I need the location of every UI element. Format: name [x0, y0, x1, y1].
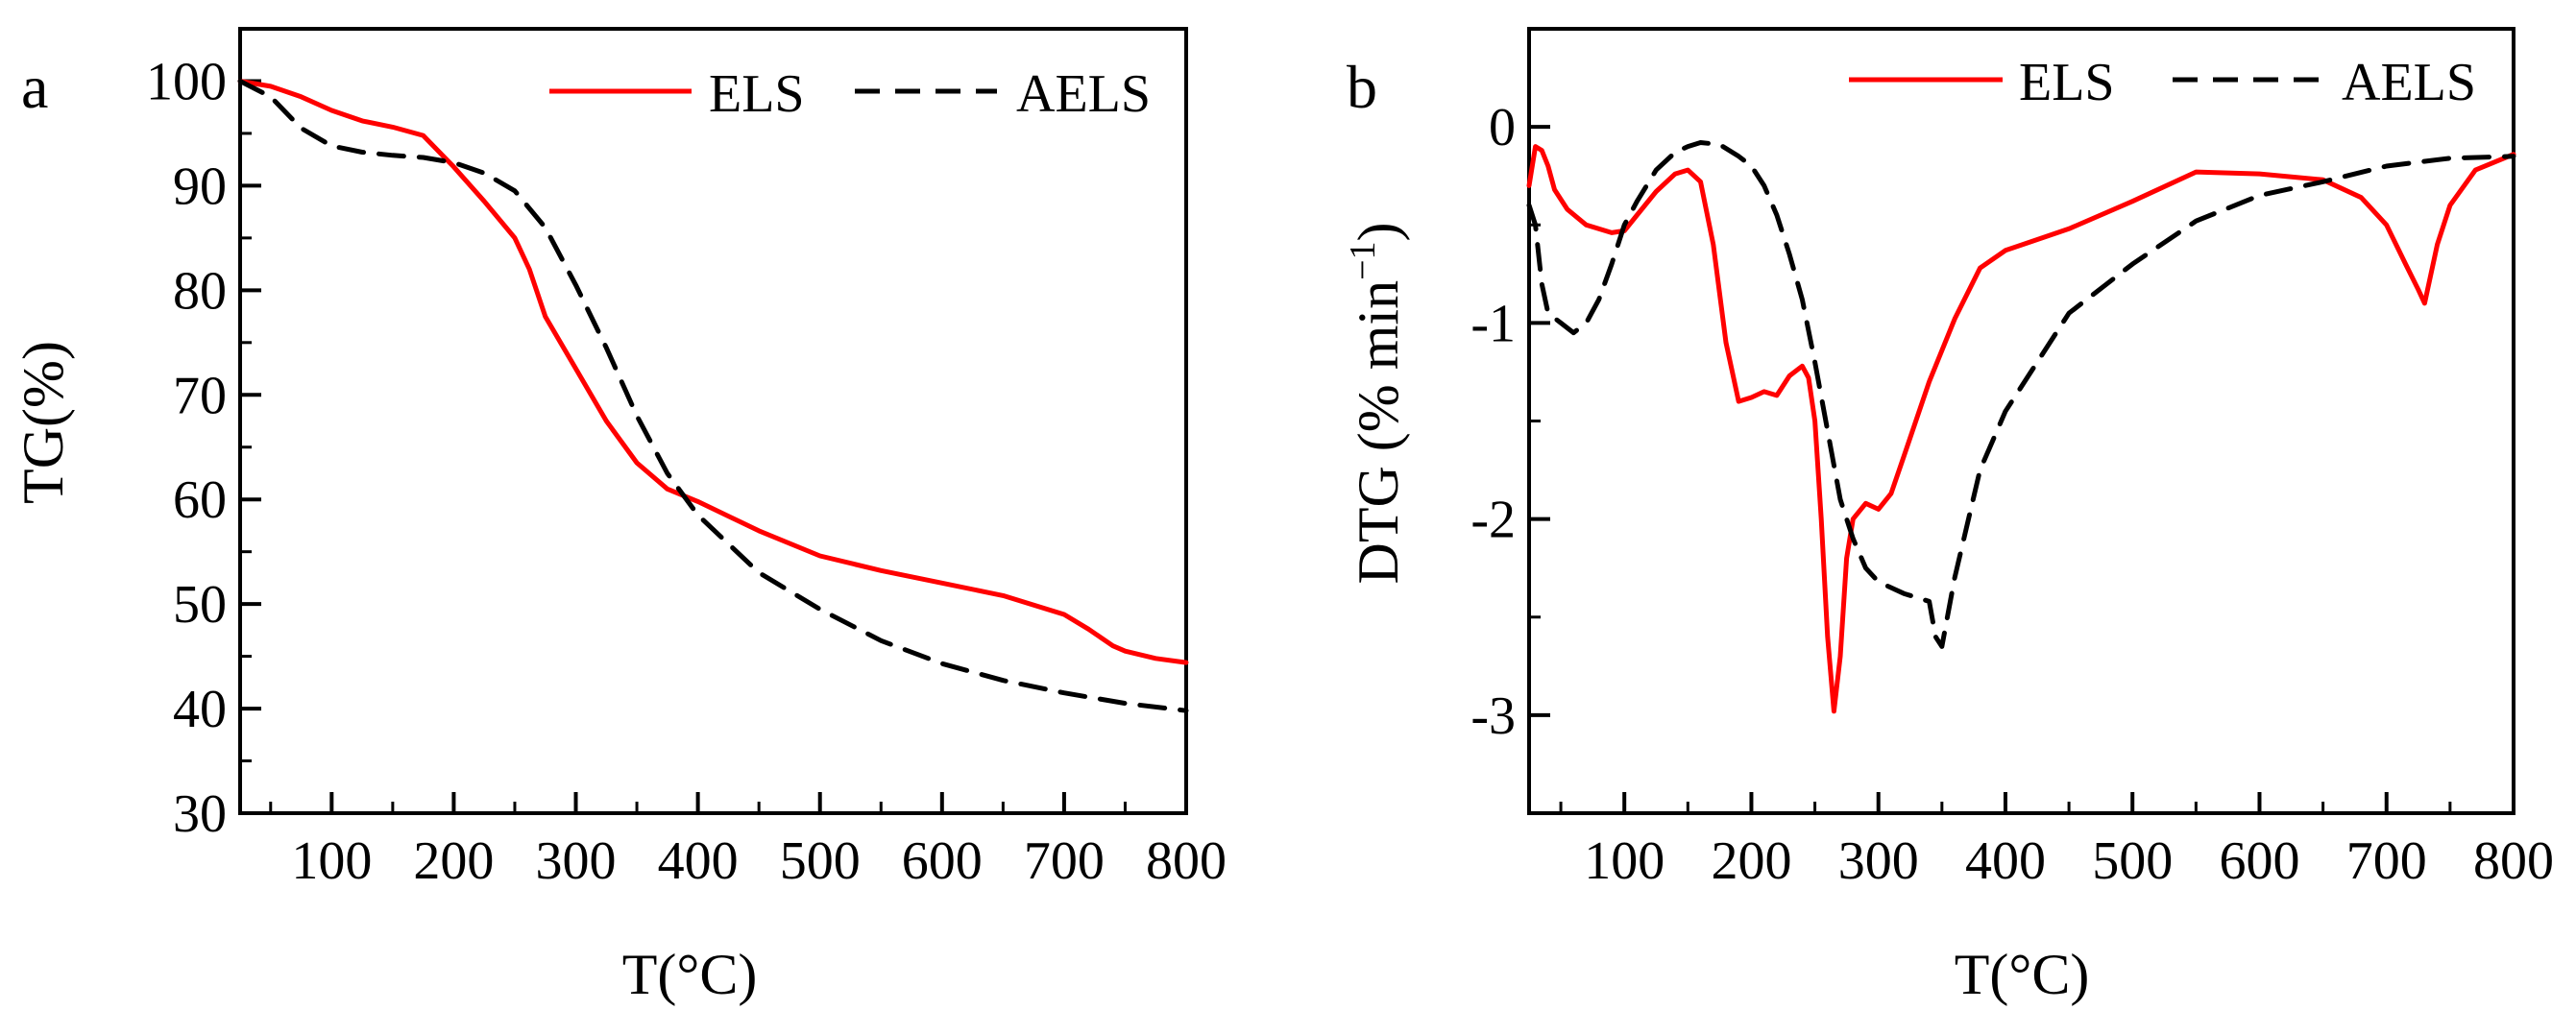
y-tick-label: 40 [173, 680, 227, 739]
x-tick-label: 700 [2346, 831, 2427, 891]
legend-label-aels-a: AELS [1016, 64, 1151, 124]
x-ticks-b: 100 200 300 400 500 600 700 800 [1559, 792, 2554, 891]
y-tick-label: 90 [173, 156, 227, 216]
y-tick-label: -2 [1470, 491, 1516, 550]
series-group-a [237, 79, 1189, 713]
legend-b: ELS AELS [1849, 53, 2476, 112]
y-ticks-b: -3 -2 -1 0 [1470, 27, 1550, 815]
x-tick-label: 300 [536, 831, 617, 891]
plot-frame-a [238, 27, 1188, 815]
x-tick-label: 600 [902, 831, 983, 891]
y-tick-label: -3 [1470, 686, 1516, 746]
y-axis-title-sup-b: −1 [1343, 241, 1383, 279]
panel-a: a 30 40 50 60 70 80 90 100 100 200 300 400 500 600 70… [12, 27, 1227, 1006]
series-group-b [1526, 140, 2516, 714]
x-tick-label: 800 [2473, 831, 2554, 891]
y-tick-label: 100 [146, 52, 227, 111]
x-tick-label: 800 [1146, 831, 1227, 891]
x-tick-label: 700 [1024, 831, 1105, 891]
x-tick-label: 200 [413, 831, 494, 891]
x-tick-label: 500 [2092, 831, 2173, 891]
x-ticks-a: 100 200 300 400 500 600 700 800 [269, 792, 1227, 891]
x-tick-label: 600 [2219, 831, 2299, 891]
series-line-aels [1526, 140, 2516, 649]
panel-label-b: b [1347, 53, 1377, 121]
plot-frame-b [1527, 27, 2515, 815]
series-line-aels [237, 79, 1189, 713]
x-tick-label: 500 [780, 831, 861, 891]
x-tick-label: 300 [1838, 831, 1919, 891]
x-tick-label: 100 [1584, 831, 1665, 891]
panel-b: b -3 -2 -1 0 100 200 300 400 500 600 700 800 ELS A… [1343, 27, 2554, 1006]
x-axis-title-a: T(°C) [622, 943, 758, 1006]
legend-label-els-b: ELS [2019, 53, 2115, 112]
legend-a: ELS AELS [549, 64, 1151, 124]
y-ticks-a: 30 40 50 60 70 80 90 100 [146, 27, 261, 844]
x-tick-label: 200 [1711, 831, 1791, 891]
y-axis-title-a: TG(%) [12, 341, 75, 504]
y-axis-title-close-b: ) [1347, 222, 1410, 241]
legend-label-aels-b: AELS [2342, 53, 2476, 112]
legend-label-els-a: ELS [709, 64, 805, 124]
x-tick-label: 400 [658, 831, 739, 891]
panel-label-a: a [21, 53, 48, 121]
y-tick-label: 30 [173, 784, 227, 844]
y-tick-label: 70 [173, 366, 227, 425]
y-axis-title-main-b: DTG (% min [1347, 280, 1410, 585]
series-line-els [237, 79, 1189, 665]
x-tick-label: 100 [291, 831, 372, 891]
y-tick-label: 60 [173, 470, 227, 530]
y-tick-label: -1 [1470, 294, 1516, 353]
x-axis-title-b: T(°C) [1955, 943, 2090, 1006]
x-tick-label: 400 [1965, 831, 2046, 891]
y-tick-label: 50 [173, 575, 227, 635]
series-line-els [1526, 144, 2516, 714]
y-axis-title-b: DTG (% min−1) [1343, 222, 1410, 584]
y-tick-label: 0 [1489, 98, 1516, 157]
y-tick-label: 80 [173, 261, 227, 321]
